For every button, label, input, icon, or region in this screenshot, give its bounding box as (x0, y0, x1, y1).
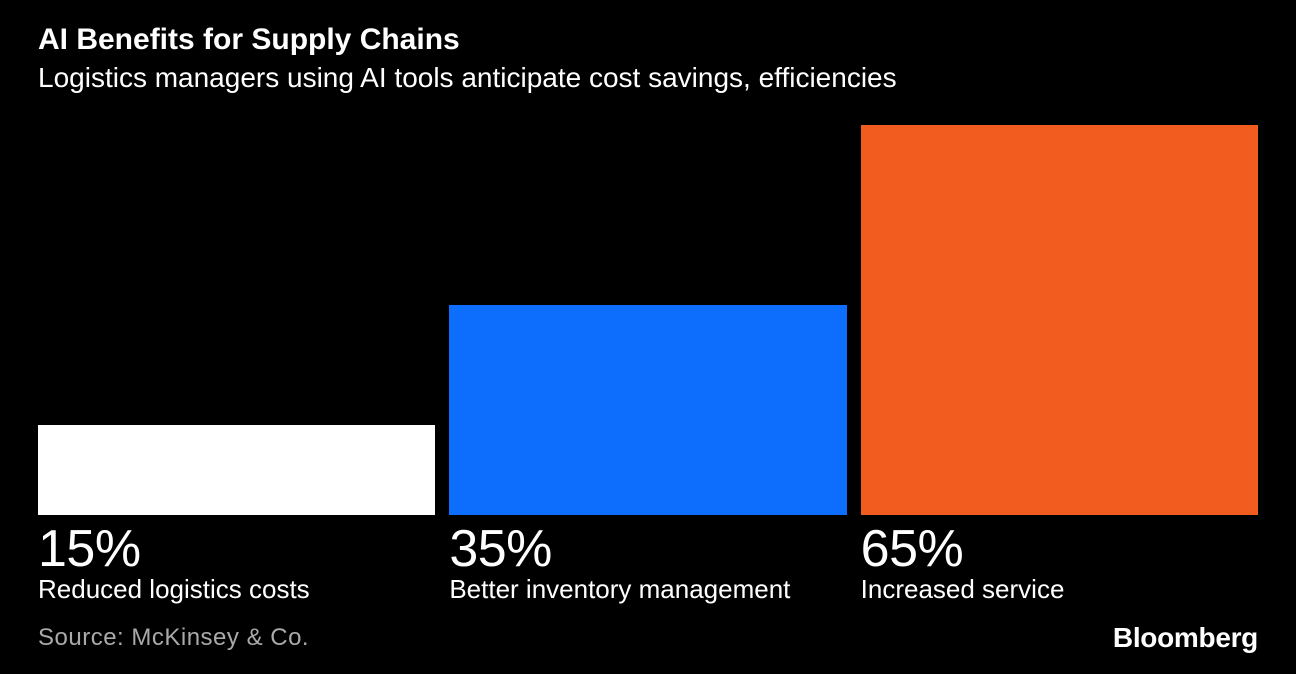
bars-region: 15%Reduced logistics costs35%Better inve… (38, 105, 1258, 604)
bar-label-column: 15%Reduced logistics costs (38, 523, 435, 604)
bar-column (449, 125, 846, 515)
bar-column (38, 125, 435, 515)
chart-container: AI Benefits for Supply Chains Logistics … (0, 0, 1296, 674)
bar-label-column: 65%Increased service (861, 523, 1258, 604)
chart-header: AI Benefits for Supply Chains Logistics … (38, 22, 1258, 95)
chart-subtitle: Logistics managers using AI tools antici… (38, 60, 1258, 95)
bar-label: Better inventory management (449, 575, 846, 604)
labels-row: 15%Reduced logistics costs35%Better inve… (38, 523, 1258, 604)
bar-value: 35% (449, 523, 846, 575)
bar-label: Increased service (861, 575, 1258, 604)
bar-value: 15% (38, 523, 435, 575)
bar-label: Reduced logistics costs (38, 575, 435, 604)
bar-rect (449, 305, 846, 515)
bar-label-column: 35%Better inventory management (449, 523, 846, 604)
source-text: Source: McKinsey & Co. (38, 624, 309, 652)
chart-footer: Source: McKinsey & Co. Bloomberg (38, 622, 1258, 654)
bar-rect (861, 125, 1258, 515)
bar-rect (38, 425, 435, 515)
brand-logo: Bloomberg (1113, 622, 1258, 654)
chart-title: AI Benefits for Supply Chains (38, 22, 1258, 58)
bars-row (38, 125, 1258, 515)
bar-value: 65% (861, 523, 1258, 575)
bar-column (861, 125, 1258, 515)
